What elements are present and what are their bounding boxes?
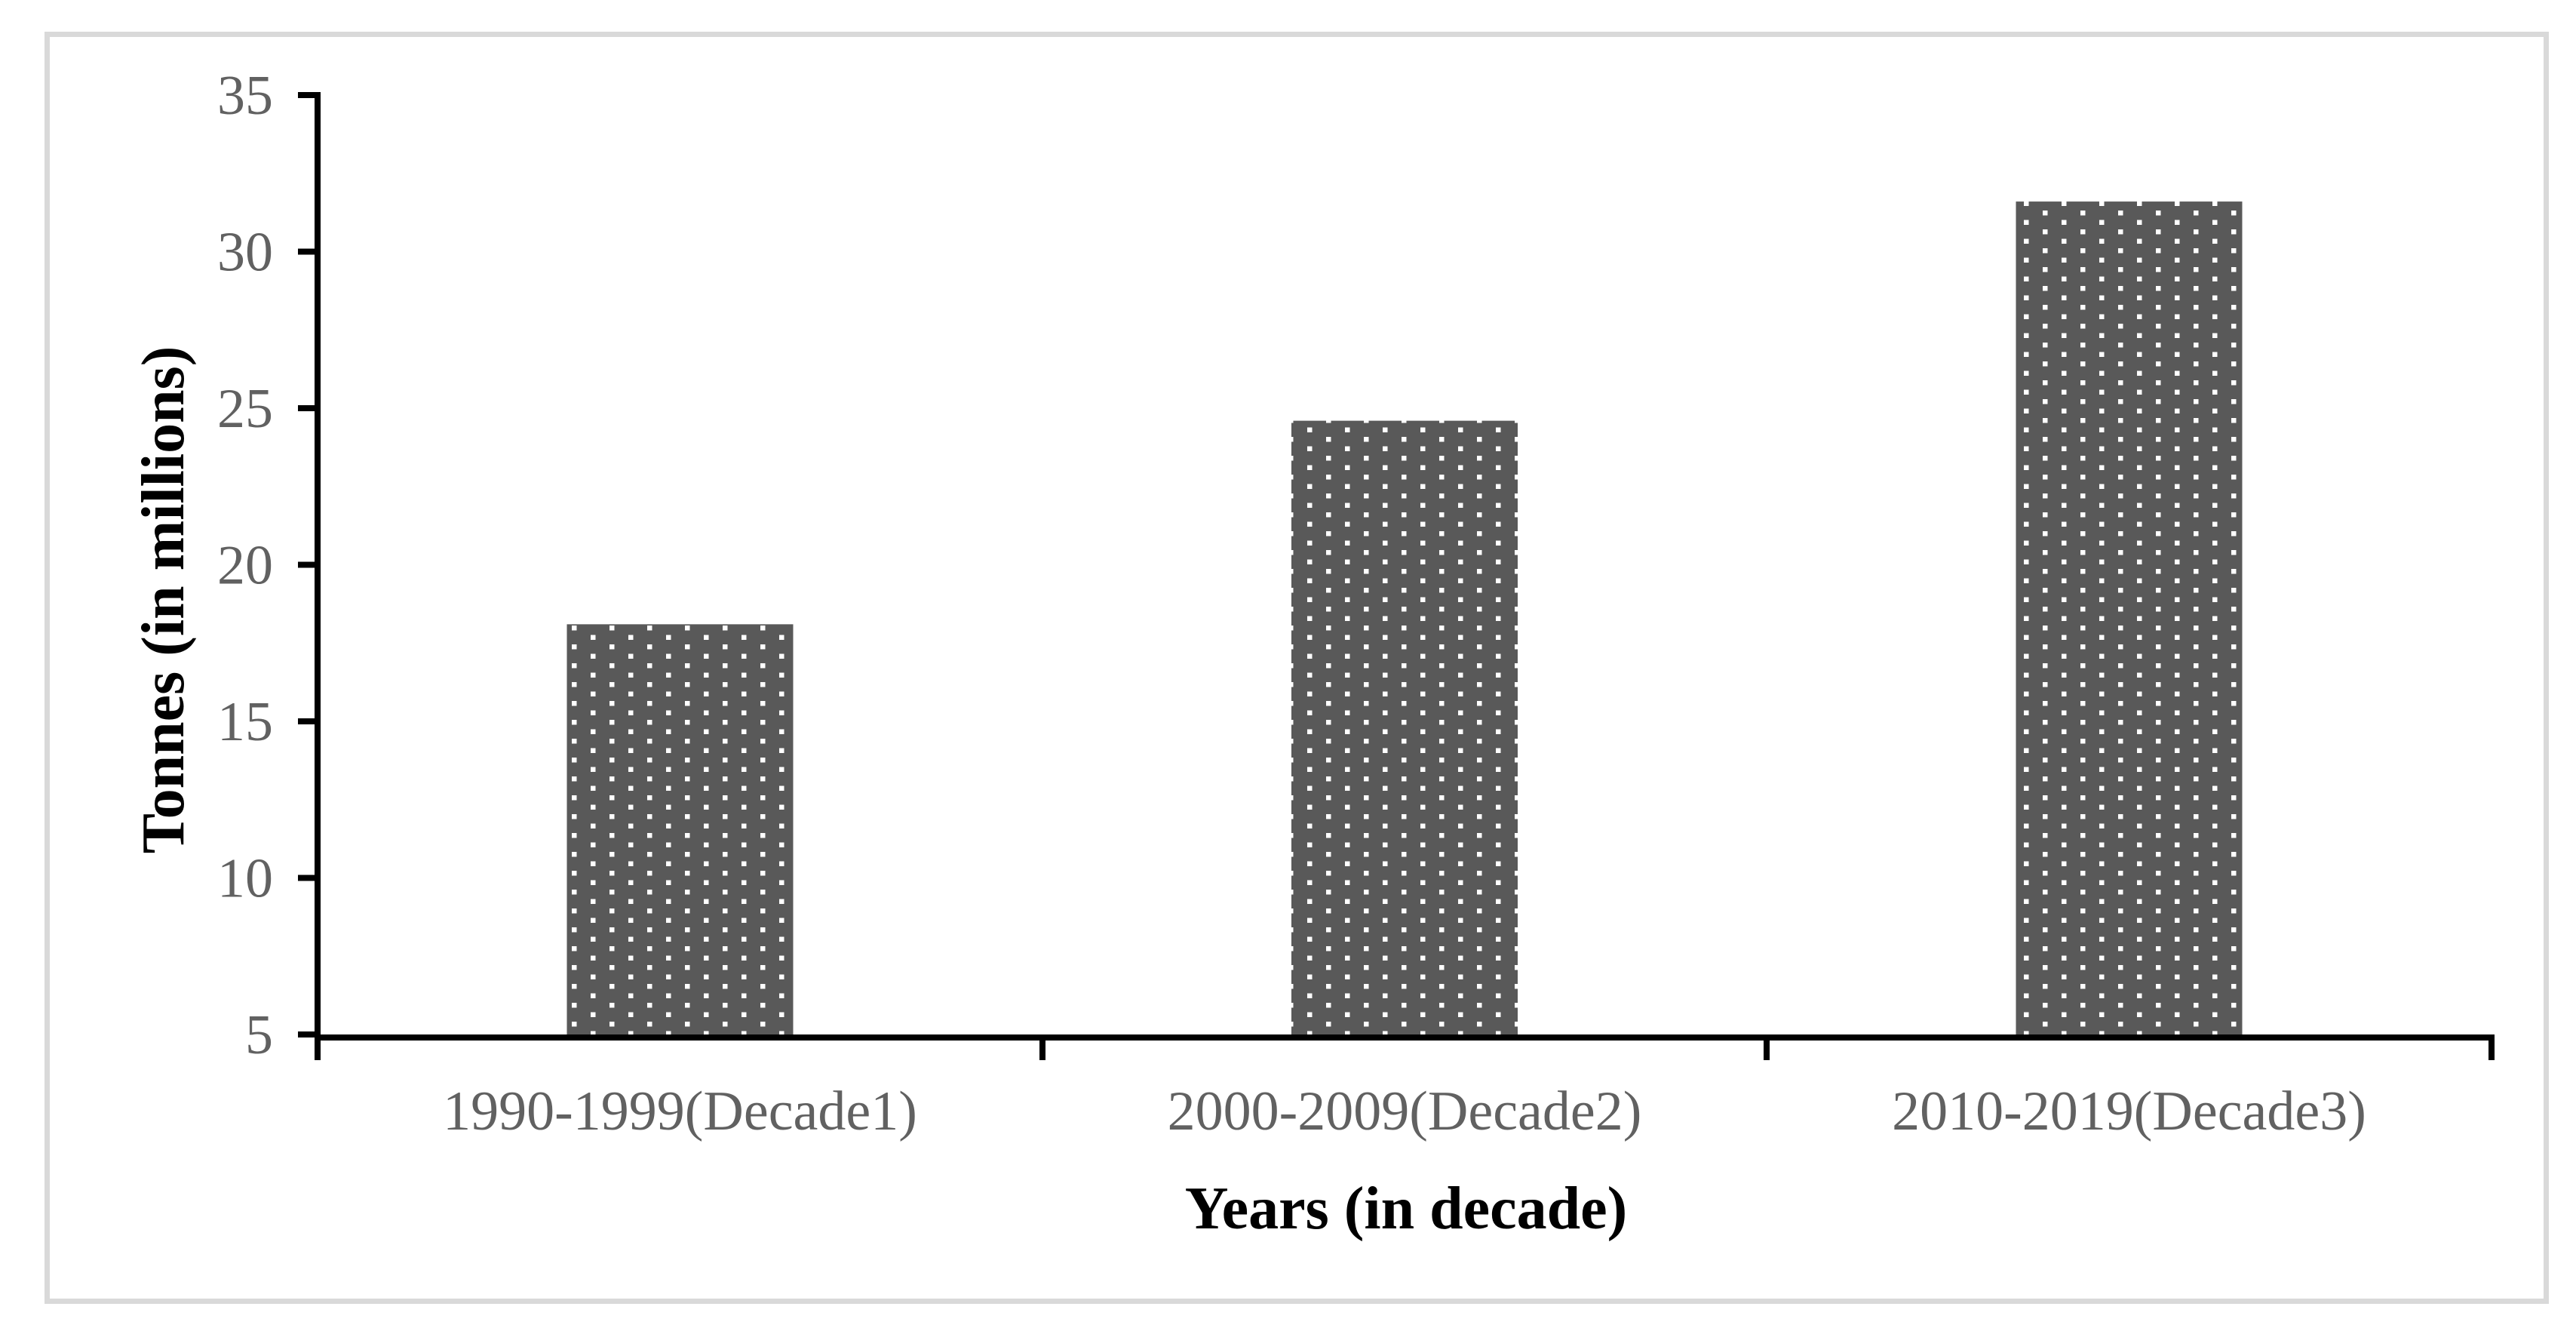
y-tick — [298, 875, 321, 881]
x-tick — [2488, 1041, 2495, 1060]
y-tick — [298, 718, 321, 724]
x-tick — [1764, 1041, 1770, 1060]
y-tick — [298, 405, 321, 411]
y-tick — [298, 561, 321, 568]
y-tick-label: 10 — [217, 848, 273, 910]
y-tick-label: 35 — [217, 65, 273, 127]
bar-1 — [566, 624, 794, 1034]
y-tick — [298, 92, 321, 98]
y-tick-label: 30 — [217, 222, 273, 284]
y-tick — [298, 248, 321, 255]
x-category-label: 2010-2019(Decade3) — [1892, 1081, 2366, 1142]
x-category-label: 1990-1999(Decade1) — [443, 1081, 917, 1142]
x-tick — [315, 1041, 321, 1060]
y-axis-title: Tonnes (in millions) — [130, 346, 197, 854]
x-category-label: 2000-2009(Decade2) — [1168, 1081, 1642, 1142]
x-axis-title: Years (in decade) — [1184, 1176, 1628, 1242]
bar-3 — [2016, 201, 2243, 1035]
y-tick-label: 5 — [245, 1004, 273, 1066]
x-axis-line — [315, 1034, 2495, 1041]
y-tick-label: 25 — [217, 378, 273, 440]
y-tick-label: 15 — [217, 691, 273, 753]
y-tick-label: 20 — [217, 535, 273, 597]
y-tick — [298, 1031, 321, 1038]
bar-2 — [1291, 420, 1518, 1034]
x-tick — [1039, 1041, 1045, 1060]
